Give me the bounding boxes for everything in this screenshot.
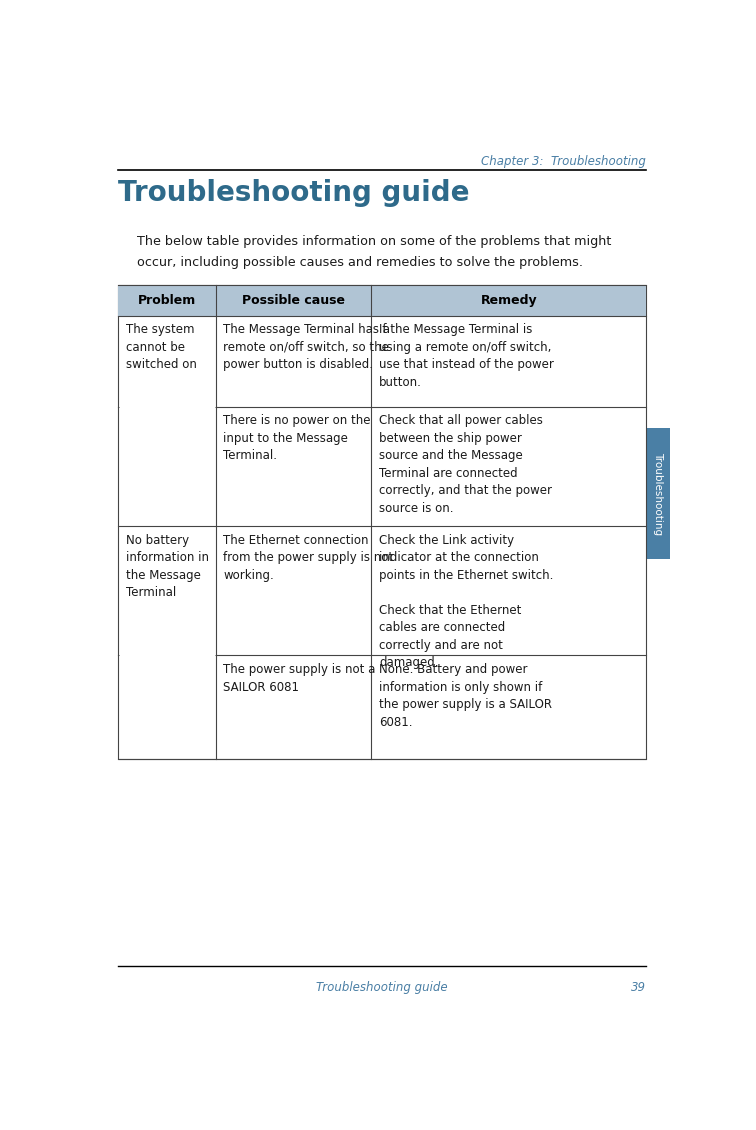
Bar (118, 285, 646, 759)
Text: The Message Terminal has a
remote on/off switch, so the
power button is disabled: The Message Terminal has a remote on/off… (223, 323, 390, 372)
Text: Troubleshooting: Troubleshooting (653, 452, 663, 536)
Text: The power supply is not a
SAILOR 6081: The power supply is not a SAILOR 6081 (223, 663, 376, 694)
Text: Check that all power cables
between the ship power
source and the Message
Termin: Check that all power cables between the … (380, 415, 552, 515)
Text: 39: 39 (631, 981, 646, 994)
Text: Check the Link activity
indicator at the connection
points in the Ethernet switc: Check the Link activity indicator at the… (380, 533, 553, 669)
Text: occur, including possible causes and remedies to solve the problems.: occur, including possible causes and rem… (137, 257, 583, 269)
Text: If the Message Terminal is
using a remote on/off switch,
use that instead of the: If the Message Terminal is using a remot… (380, 323, 554, 389)
Text: There is no power on the
input to the Message
Terminal.: There is no power on the input to the Me… (223, 415, 370, 462)
Bar (646, 428, 670, 559)
Text: The below table provides information on some of the problems that might: The below table provides information on … (137, 235, 612, 247)
Text: Problem: Problem (138, 294, 196, 307)
Text: Troubleshooting guide: Troubleshooting guide (316, 981, 448, 994)
Text: Remedy: Remedy (481, 294, 538, 307)
Text: Troubleshooting guide: Troubleshooting guide (118, 180, 469, 208)
Text: The Ethernet connection
from the power supply is not
working.: The Ethernet connection from the power s… (223, 533, 393, 582)
Text: None. Battery and power
information is only shown if
the power supply is a SAILO: None. Battery and power information is o… (380, 663, 552, 729)
Text: The system
cannot be
switched on: The system cannot be switched on (125, 323, 197, 372)
Text: Possible cause: Possible cause (242, 294, 345, 307)
Text: Chapter 3:  Troubleshooting: Chapter 3: Troubleshooting (482, 155, 646, 168)
Bar (118, 285, 646, 315)
Text: No battery
information in
the Message
Terminal: No battery information in the Message Te… (125, 533, 209, 599)
